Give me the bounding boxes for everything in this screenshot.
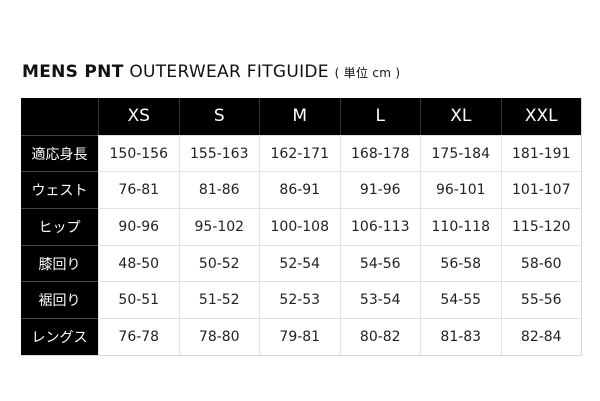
title-unit: ( 単位 cm ) <box>334 66 401 80</box>
table-cell: 58-60 <box>500 244 581 282</box>
column-header: XS <box>98 98 179 135</box>
table-cell: 53-54 <box>339 281 420 319</box>
table-cell: 181-191 <box>500 134 581 172</box>
table-cell: 91-96 <box>339 171 420 209</box>
table-cell: 90-96 <box>98 208 179 245</box>
table-cell: 96-101 <box>420 171 501 209</box>
table-cell: 54-56 <box>339 244 420 282</box>
size-table: XS S M L XL XXL 適応身長 150-156 155-163 162-171 168-1… <box>21 98 582 356</box>
table-cell: 79-81 <box>259 318 340 355</box>
row-header: 膝回り <box>21 244 98 282</box>
table-cell: 110-118 <box>420 208 501 245</box>
table-cell: 52-54 <box>259 244 340 282</box>
table-cell: 54-55 <box>420 281 501 319</box>
table-cell: 76-81 <box>98 171 179 209</box>
table-cell: 55-56 <box>500 281 581 319</box>
table-cell: 78-80 <box>178 318 259 355</box>
row-header: 適応身長 <box>21 134 98 172</box>
table-cell: 106-113 <box>339 208 420 245</box>
table-cell: 82-84 <box>500 318 581 355</box>
table-cell: 56-58 <box>420 244 501 282</box>
table-cell: 155-163 <box>178 134 259 172</box>
column-header: XL <box>420 98 501 135</box>
table-cell: 115-120 <box>500 208 581 245</box>
table-cell: 52-53 <box>259 281 340 319</box>
column-header: XXL <box>500 98 581 135</box>
table-cell: 76-78 <box>98 318 179 355</box>
row-header: レングス <box>21 318 98 355</box>
table-cell: 80-82 <box>339 318 420 355</box>
row-header: ヒップ <box>21 208 98 245</box>
table-corner <box>21 98 98 135</box>
table-cell: 150-156 <box>98 134 179 172</box>
column-header: M <box>259 98 340 135</box>
table-cell: 100-108 <box>259 208 340 245</box>
column-header: L <box>339 98 420 135</box>
table-cell: 101-107 <box>500 171 581 209</box>
table-cell: 48-50 <box>98 244 179 282</box>
title-light: OUTERWEAR FITGUIDE <box>129 62 329 82</box>
table-cell: 86-91 <box>259 171 340 209</box>
table-cell: 51-52 <box>178 281 259 319</box>
table-cell: 168-178 <box>339 134 420 172</box>
page-title: MENS PNT OUTERWEAR FITGUIDE ( 単位 cm ) <box>22 62 400 82</box>
table-cell: 81-86 <box>178 171 259 209</box>
row-header: ウェスト <box>21 171 98 209</box>
table-cell: 50-52 <box>178 244 259 282</box>
table-cell: 175-184 <box>420 134 501 172</box>
table-cell: 162-171 <box>259 134 340 172</box>
row-header: 裾回り <box>21 281 98 319</box>
title-bold: MENS PNT <box>22 62 124 82</box>
table-cell: 50-51 <box>98 281 179 319</box>
table-cell: 95-102 <box>178 208 259 245</box>
table-cell: 81-83 <box>420 318 501 355</box>
column-header: S <box>178 98 259 135</box>
